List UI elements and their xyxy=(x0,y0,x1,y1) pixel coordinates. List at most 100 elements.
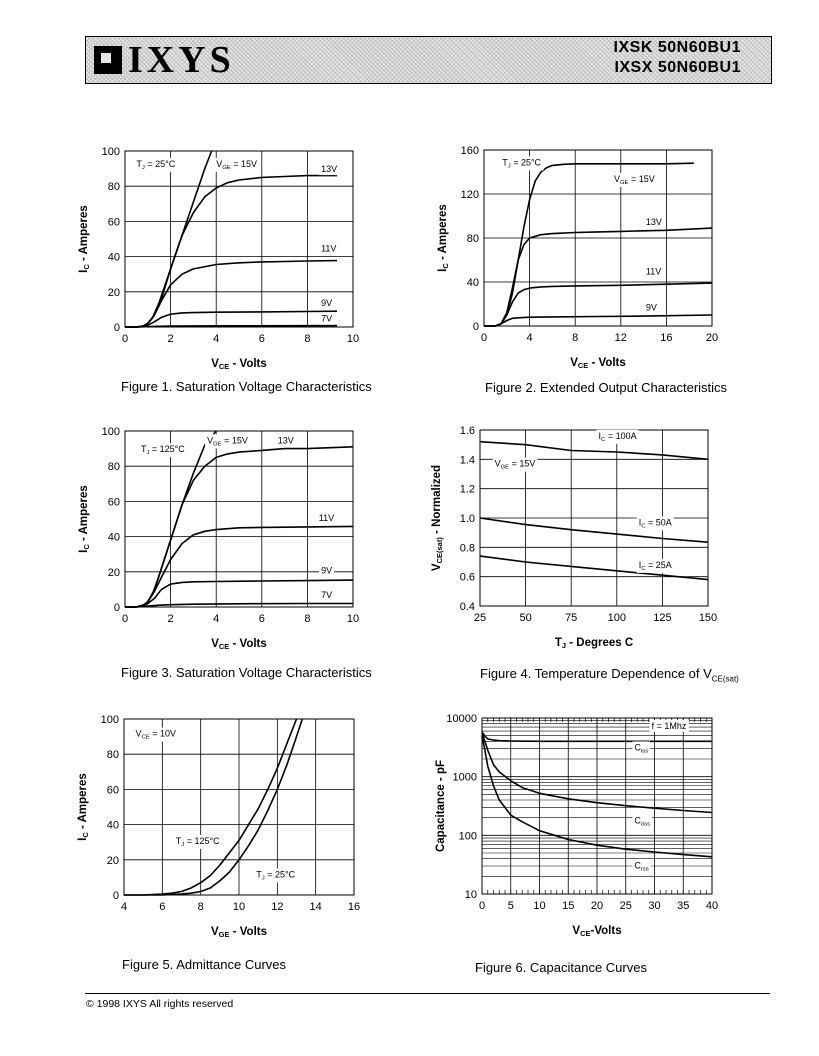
grid xyxy=(481,718,713,895)
x-tick-label: 10 xyxy=(533,900,545,912)
x-tick-label: 10 xyxy=(347,613,359,625)
series-line-c-rss xyxy=(481,735,713,858)
x-tick-label: 16 xyxy=(348,901,360,913)
y-tick-label: 100 xyxy=(459,830,477,842)
x-tick-label: 2 xyxy=(168,333,174,345)
x-tick-label: 150 xyxy=(699,612,717,624)
page-header: IXYS IXSK 50N60BU1 IXSX 50N60BU1 xyxy=(85,36,772,84)
series-line-9v xyxy=(125,310,338,328)
x-tick-label: 12 xyxy=(615,332,627,344)
x-axis-label: VCE - Volts xyxy=(211,638,267,651)
x-axis-label: VGE - Volts xyxy=(211,926,267,939)
figure-1-caption: Figure 1. Saturation Voltage Characteris… xyxy=(121,379,372,394)
y-tick-label: 100 xyxy=(102,426,120,438)
x-tick-label: 50 xyxy=(519,612,531,624)
x-tick-label: 30 xyxy=(648,900,660,912)
y-tick-label: 20 xyxy=(107,855,119,867)
x-tick-label: 4 xyxy=(213,613,219,625)
x-tick-label: 6 xyxy=(159,901,165,913)
x-tick-label: 35 xyxy=(677,900,689,912)
annotation-bg xyxy=(134,157,178,172)
series-line-13v xyxy=(125,446,354,608)
y-axis-label: VCE(sat) - Normalized xyxy=(431,465,444,571)
plot-frame xyxy=(483,149,713,327)
series-line-15v xyxy=(125,430,217,608)
annotation-label: VGE = 15V xyxy=(495,459,536,471)
x-tick-label: 10 xyxy=(233,901,245,913)
x-tick-label: 0 xyxy=(479,900,485,912)
plot-frame xyxy=(124,150,354,328)
annotation-bg xyxy=(133,727,178,742)
annotation-label: VGE = 15V xyxy=(614,174,655,186)
annotation-label: VCE = 10V xyxy=(136,729,176,741)
series-line-c-iss xyxy=(481,731,712,743)
annotation-bg xyxy=(632,814,653,829)
series-line-9v xyxy=(484,314,713,327)
y-tick-label: 0 xyxy=(473,321,479,333)
y-tick-label: 40 xyxy=(108,532,120,544)
annotation-label: Crss xyxy=(634,861,648,873)
x-axis-label: TJ - Degrees C xyxy=(555,637,633,650)
annotation-bg xyxy=(138,443,188,458)
brand-name: IXYS xyxy=(128,39,235,81)
annotation-label: Coss xyxy=(634,815,650,827)
annotation-label: VGE = 15V xyxy=(216,159,257,171)
series-line-9v xyxy=(125,579,354,608)
series-line-t-j-25-c xyxy=(124,718,304,896)
y-tick-label: 40 xyxy=(107,820,119,832)
x-tick-label: 25 xyxy=(620,900,632,912)
grid xyxy=(479,429,709,607)
annotation-label: IC = 25A xyxy=(639,560,672,572)
annotation-label: 7V xyxy=(321,590,332,600)
series-line-15v xyxy=(484,162,694,327)
grid xyxy=(483,149,713,327)
annotation-bg xyxy=(316,511,337,524)
y-tick-label: 40 xyxy=(467,277,479,289)
series-line-13v xyxy=(125,174,337,328)
y-tick-label: 80 xyxy=(108,461,120,473)
annotation-label: f = 1Mhz xyxy=(652,721,687,731)
x-tick-label: 4 xyxy=(213,333,219,345)
y-axis-label: Capacitance - pF xyxy=(435,760,447,852)
x-tick-label: 10 xyxy=(347,333,359,345)
x-tick-label: 8 xyxy=(198,901,204,913)
y-tick-label: 60 xyxy=(108,216,120,228)
part-number-2: IXSX 50N60BU1 xyxy=(614,59,741,76)
annotation-bg xyxy=(214,157,260,172)
annotation-bg xyxy=(254,868,298,883)
annotation-label: IC = 100A xyxy=(599,431,637,443)
y-tick-label: 20 xyxy=(108,287,120,299)
annotation-label: TJ = 25°C xyxy=(502,157,541,169)
annotation-label: 11V xyxy=(321,243,336,253)
annotation-label: 7V xyxy=(321,314,332,324)
x-tick-label: 14 xyxy=(310,901,322,913)
x-tick-label: 8 xyxy=(304,613,310,625)
annotation-bg xyxy=(319,312,335,325)
annotation-label: VGE = 15V xyxy=(207,435,248,447)
y-tick-label: 1.4 xyxy=(460,454,475,466)
y-tick-label: 40 xyxy=(108,252,120,264)
series-line-11v xyxy=(125,259,338,328)
y-tick-label: 20 xyxy=(108,567,120,579)
annotation-bg xyxy=(500,156,544,171)
x-tick-label: 16 xyxy=(660,332,672,344)
y-tick-label: 160 xyxy=(461,145,479,157)
annotation-bg xyxy=(632,741,651,756)
annotation-bg xyxy=(173,834,223,849)
figure-4-caption: Figure 4. Temperature Dependence of VCE(… xyxy=(480,666,739,684)
y-tick-label: 0 xyxy=(114,602,120,614)
y-tick-label: 60 xyxy=(108,496,120,508)
grid xyxy=(124,150,354,328)
annotation-bg xyxy=(319,163,340,176)
plot-frame xyxy=(124,430,354,608)
y-axis-label: IC - Amperes xyxy=(78,205,91,273)
x-tick-label: 4 xyxy=(121,901,127,913)
annotation-bg xyxy=(611,172,657,187)
annotation-bg xyxy=(275,434,296,447)
y-tick-label: 0.8 xyxy=(460,542,475,554)
series-line-15v xyxy=(125,150,213,328)
annotation-bg xyxy=(319,242,339,255)
grid xyxy=(123,718,355,896)
